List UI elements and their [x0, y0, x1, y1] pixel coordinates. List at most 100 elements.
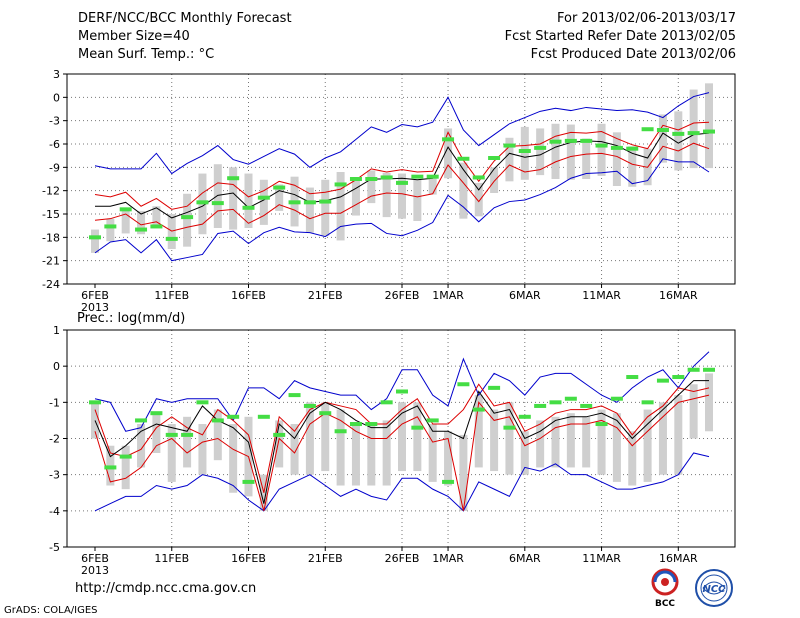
- observed-marker: [165, 236, 178, 241]
- ensemble-box: [612, 413, 621, 482]
- observed-marker: [227, 176, 240, 181]
- observed-marker: [703, 367, 715, 372]
- observed-marker: [534, 145, 547, 150]
- ensemble-box: [198, 424, 207, 475]
- x-tick-label: 16FEB: [231, 289, 266, 302]
- ensemble-box: [367, 170, 376, 204]
- y-tick-label: -6: [49, 138, 60, 151]
- series-min-line: [94, 158, 710, 262]
- series-median-line: [95, 132, 710, 219]
- x-tick-label: 6FEB: [81, 552, 109, 565]
- ensemble-box: [674, 395, 683, 475]
- x-tick-label: 6MAR: [509, 289, 541, 302]
- observed-marker: [503, 425, 516, 430]
- member-size-label: Member Size=40: [78, 29, 190, 44]
- produced-date: Fcst Produced Date 2013/02/06: [530, 47, 736, 62]
- ensemble-box: [290, 424, 299, 475]
- ensemble-box: [597, 409, 606, 475]
- observed-marker: [472, 175, 485, 180]
- ensemble-box: [582, 138, 591, 179]
- ensemble-box: [275, 184, 284, 211]
- observed-marker: [457, 382, 470, 387]
- ensemble-box: [459, 162, 468, 219]
- grads-credit: GrADS: COLA/IGES: [4, 605, 98, 616]
- precip-label: Prec.: log(mm/d): [77, 311, 186, 326]
- y-tick-label: -3: [49, 115, 60, 128]
- observed-marker: [672, 131, 685, 136]
- ensemble-box: [213, 409, 222, 461]
- ensemble-box: [444, 431, 453, 486]
- ensemble-box: [229, 167, 238, 230]
- observed-marker: [580, 138, 593, 143]
- observed-marker: [549, 400, 562, 405]
- y-tick-label: -24: [42, 278, 60, 291]
- ensemble-box: [121, 445, 130, 490]
- series-min-line: [94, 452, 710, 512]
- series-max-line: [94, 92, 710, 175]
- x-tick-label: 1MAR: [432, 289, 464, 302]
- ensemble-box: [658, 114, 667, 163]
- x-tick-label: 16FEB: [231, 552, 266, 565]
- observed-marker: [426, 174, 439, 179]
- ensemble-box: [229, 424, 238, 493]
- y-tick-label: -1: [49, 396, 60, 409]
- ensemble-box: [689, 89, 698, 169]
- y-tick-label: -15: [42, 208, 60, 221]
- observed-marker: [181, 215, 194, 220]
- y-tick-label: -4: [49, 505, 60, 518]
- observed-marker: [257, 195, 270, 200]
- observed-marker: [564, 138, 577, 143]
- observed-marker: [656, 378, 669, 383]
- ensemble-box: [705, 83, 713, 169]
- y-tick-label: 1: [53, 324, 60, 337]
- x-tick-year: 2013: [81, 301, 109, 314]
- observed-marker: [119, 207, 132, 212]
- ensemble-box: [259, 179, 268, 225]
- observed-marker: [196, 400, 209, 405]
- observed-marker: [365, 177, 378, 181]
- observed-marker: [288, 200, 301, 205]
- observed-marker: [319, 199, 332, 204]
- observed-marker: [273, 432, 286, 437]
- observed-marker: [334, 182, 347, 187]
- observed-marker: [396, 389, 408, 394]
- x-tick-label: 11MAR: [582, 552, 621, 565]
- ensemble-box: [321, 402, 330, 472]
- ensemble-box: [490, 167, 499, 193]
- observed-marker: [703, 129, 715, 134]
- observed-marker: [442, 137, 455, 142]
- ensemble-box: [643, 409, 652, 482]
- observed-marker: [411, 174, 424, 179]
- ensemble-box: [658, 402, 667, 475]
- y-tick-label: -18: [42, 231, 60, 244]
- observed-marker: [472, 407, 485, 412]
- ensemble-box: [382, 420, 391, 486]
- ensemble-box: [137, 424, 146, 468]
- observed-marker: [349, 177, 362, 181]
- observed-marker: [211, 201, 224, 206]
- observed-marker: [534, 403, 547, 408]
- observed-marker: [396, 180, 408, 185]
- y-tick-label: -5: [49, 541, 60, 554]
- observed-marker: [89, 235, 101, 240]
- observed-marker: [303, 403, 316, 408]
- ensemble-box: [137, 210, 146, 235]
- ensemble-box: [305, 402, 314, 475]
- ensemble-box: [213, 164, 222, 228]
- observed-marker: [580, 403, 593, 408]
- ensemble-box: [628, 431, 637, 486]
- observed-marker: [334, 429, 347, 434]
- observed-marker: [288, 393, 301, 398]
- y-tick-label: -21: [42, 255, 60, 268]
- ensemble-box: [428, 178, 437, 195]
- bcc-logo: BCC: [651, 568, 679, 608]
- ensemble-box: [275, 420, 284, 468]
- observed-marker: [488, 385, 501, 390]
- x-tick-label: 26FEB: [385, 552, 420, 565]
- x-tick-label: 26FEB: [385, 289, 420, 302]
- ensemble-box: [152, 413, 161, 453]
- ensemble-box: [444, 128, 453, 179]
- ensemble-box: [551, 416, 560, 468]
